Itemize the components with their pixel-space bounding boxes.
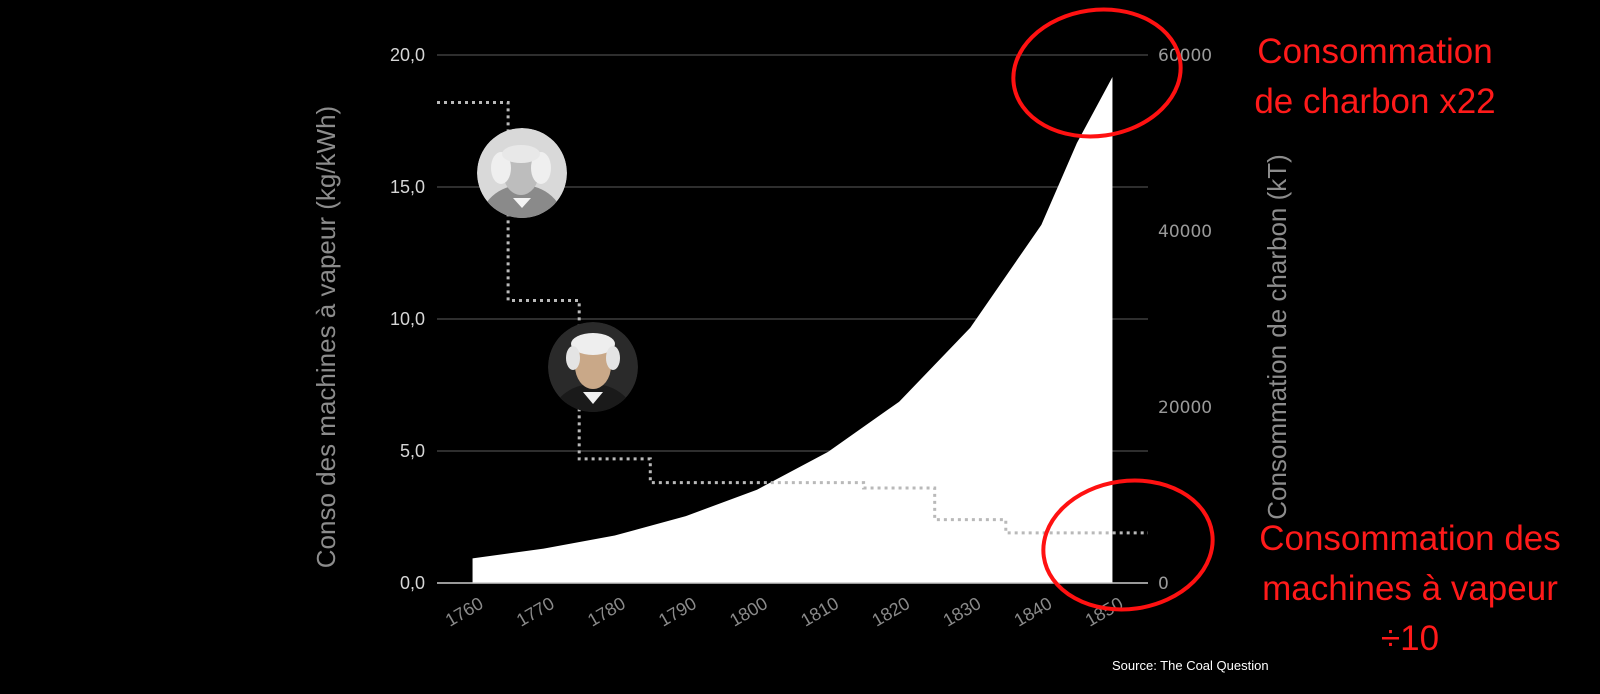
steam-annotation: Consommation des machines à vapeur ÷10 xyxy=(1230,514,1590,664)
right-tick-label: 20000 xyxy=(1158,398,1212,418)
coal-annotation-line: Consommation xyxy=(1257,32,1493,71)
right-axis-ticks: 0 20000 40000 60000 xyxy=(1158,46,1212,594)
x-tick-label: 1790 xyxy=(655,593,700,630)
x-tick-label: 1800 xyxy=(726,593,771,630)
right-tick-label: 40000 xyxy=(1158,222,1212,242)
steam-annotation-line: Consommation des xyxy=(1259,519,1561,558)
left-tick-label: 5,0 xyxy=(400,441,425,461)
left-tick-label: 10,0 xyxy=(390,309,425,329)
x-tick-label: 1830 xyxy=(940,593,985,630)
portrait-icon xyxy=(548,322,638,412)
right-tick-label: 60000 xyxy=(1158,46,1212,66)
right-tick-label: 0 xyxy=(1158,574,1169,594)
x-tick-label: 1770 xyxy=(513,593,558,630)
x-tick-label: 1820 xyxy=(868,593,913,630)
coal-annotation: Consommation de charbon x22 xyxy=(1225,27,1525,127)
coal-consumption-area xyxy=(472,77,1113,583)
x-tick-label: 1840 xyxy=(1011,593,1056,630)
x-tick-label: 1760 xyxy=(442,593,487,630)
right-axis-title: Consommation de charbon (kT) xyxy=(1262,154,1292,520)
left-axis-ticks: 0,0 5,0 10,0 15,0 20,0 xyxy=(390,45,425,593)
coal-highlight-circle xyxy=(1011,7,1183,139)
steam-highlight-circle xyxy=(1041,478,1215,612)
steam-annotation-line: ÷10 xyxy=(1380,619,1440,658)
steam-annotation-line: machines à vapeur xyxy=(1262,569,1558,608)
x-tick-label: 1850 xyxy=(1082,593,1127,630)
left-tick-label: 0,0 xyxy=(400,573,425,593)
x-tick-label: 1810 xyxy=(797,593,842,630)
left-tick-label: 20,0 xyxy=(390,45,425,65)
portrait-icon xyxy=(477,128,567,218)
x-axis-ticks: 1760 1770 1780 1790 1800 1810 1820 1830 1840 1850 xyxy=(442,593,1127,630)
coal-annotation-line: de charbon x22 xyxy=(1254,82,1496,121)
left-axis-title: Conso des machines à vapeur (kg/kWh) xyxy=(311,106,341,568)
left-tick-label: 15,0 xyxy=(390,177,425,197)
steam-engine-consumption-step-line xyxy=(437,101,1148,535)
x-tick-label: 1780 xyxy=(584,593,629,630)
source-note: Source: The Coal Question xyxy=(1112,658,1269,673)
